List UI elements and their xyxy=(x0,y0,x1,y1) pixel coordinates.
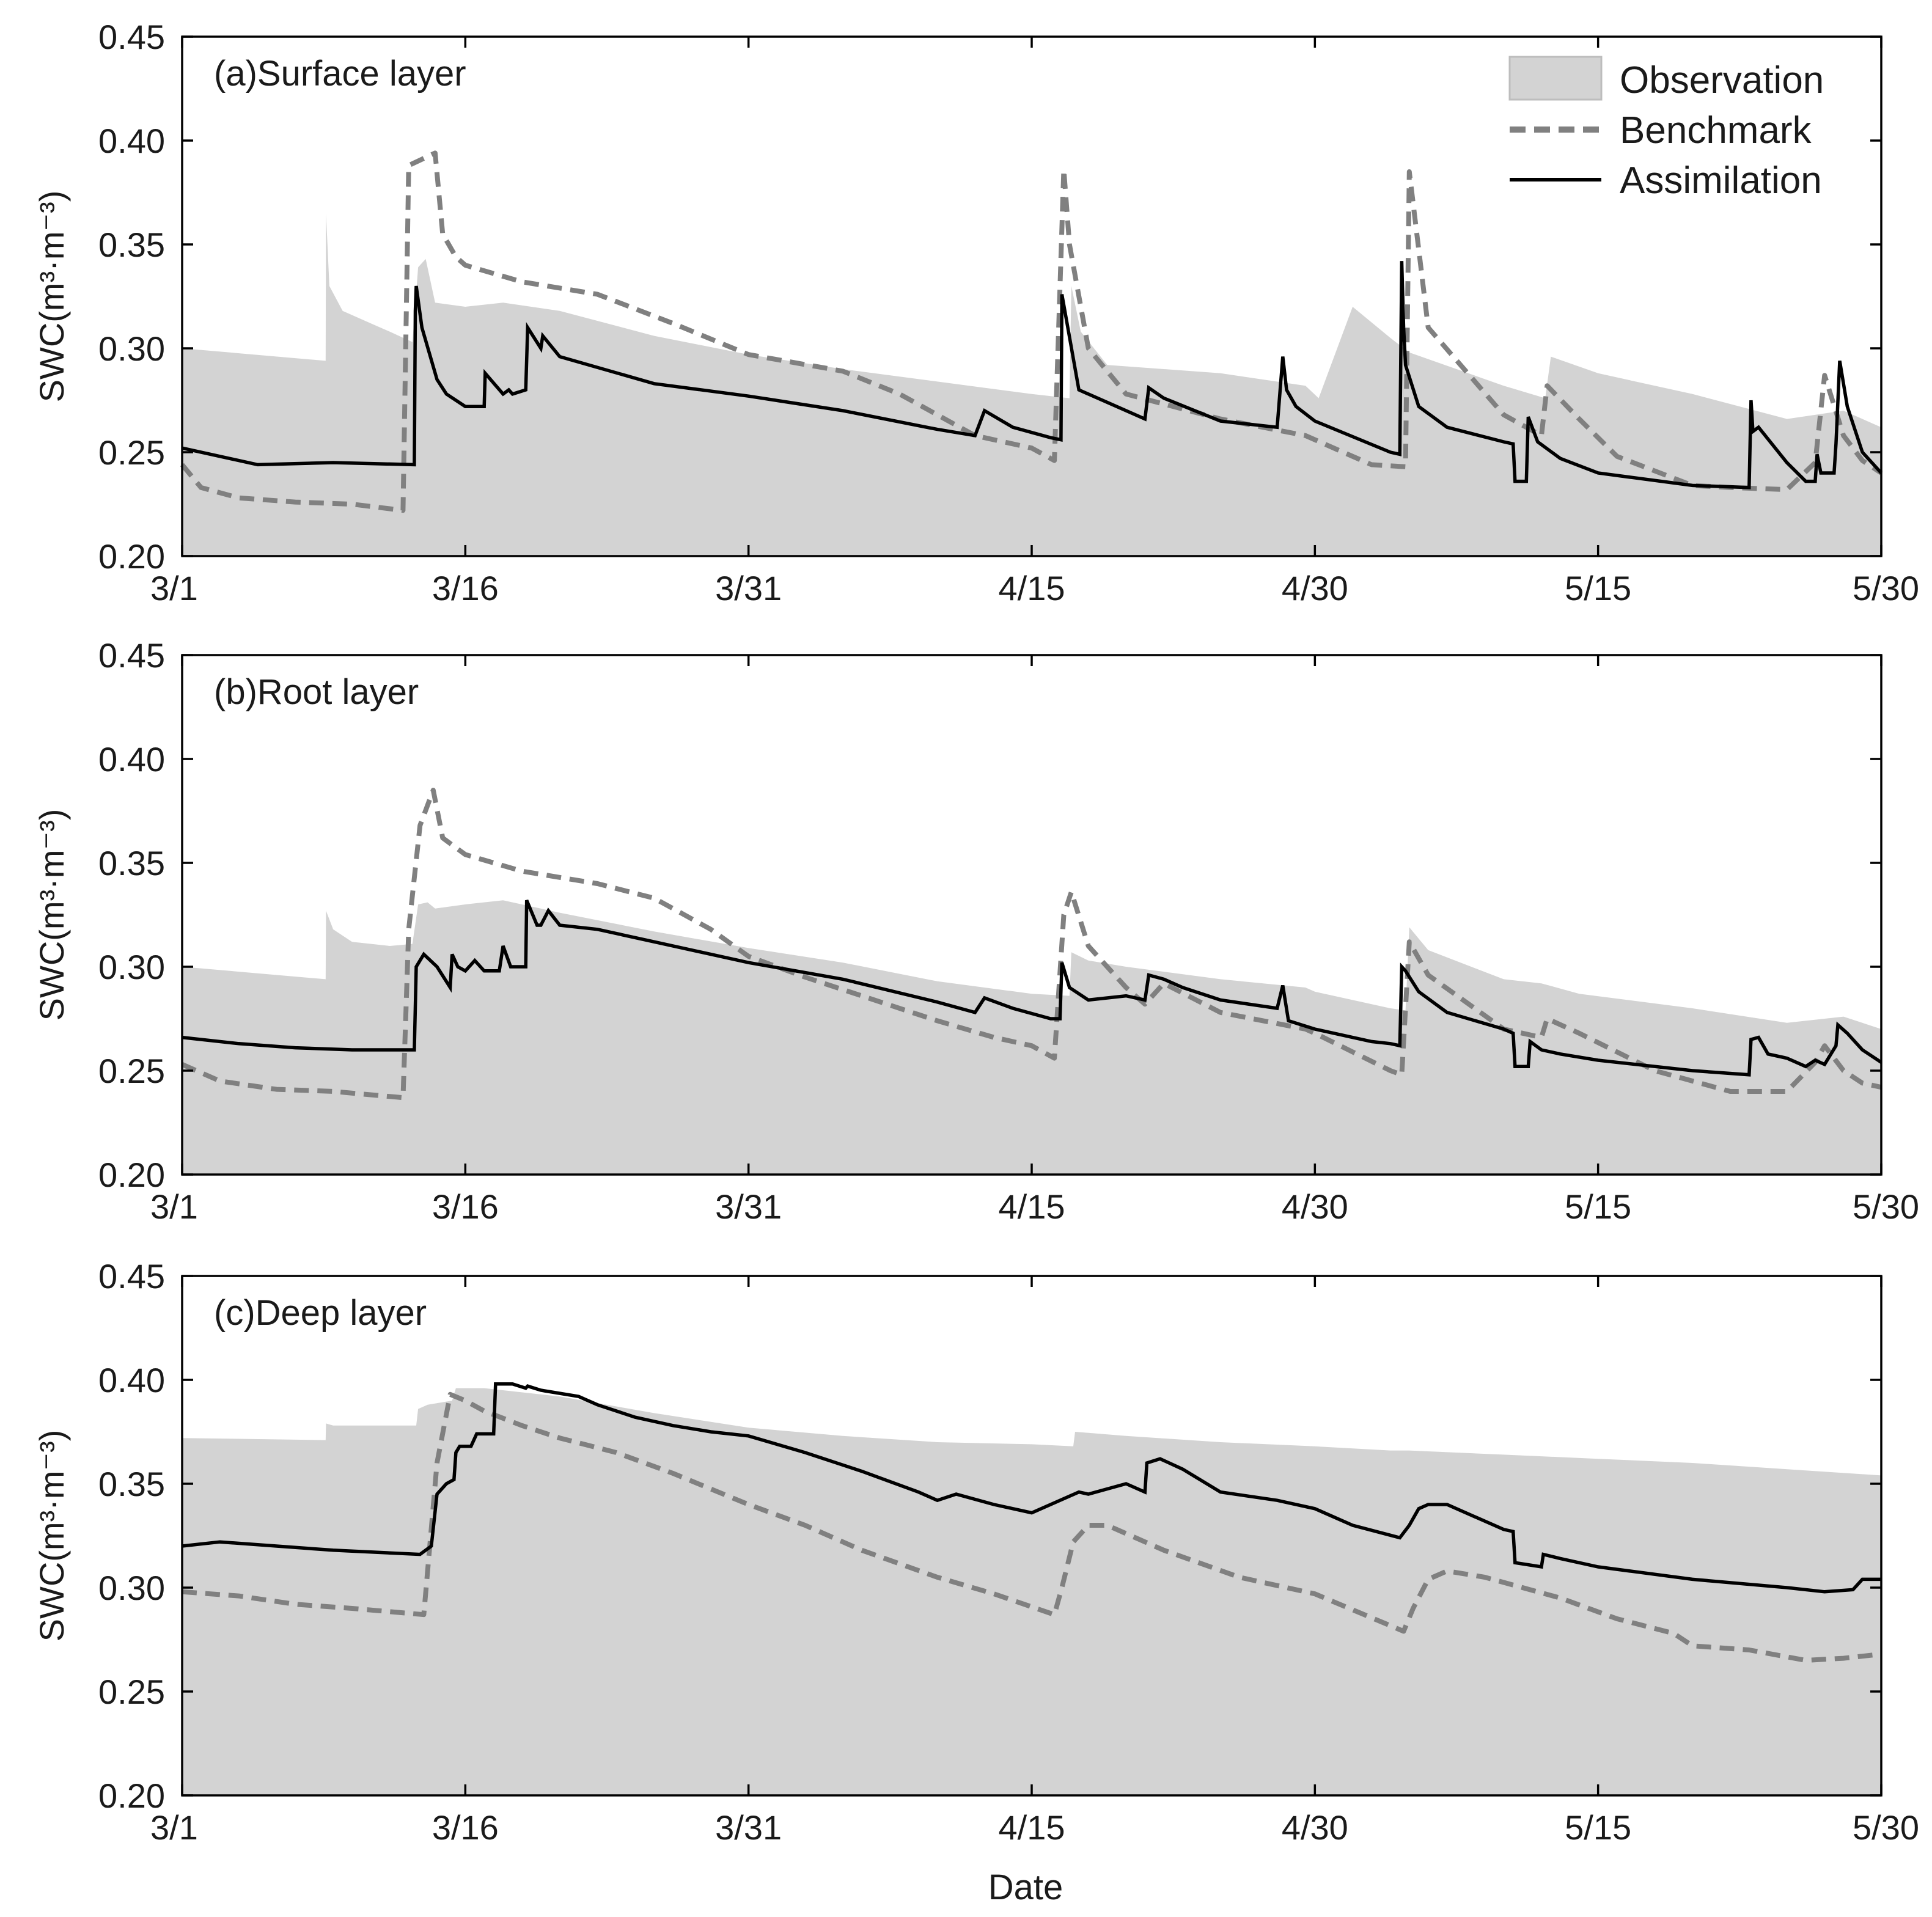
legend-benchmark-label: Benchmark xyxy=(1620,109,1812,152)
y-axis-label: SWC(m³·m⁻³) xyxy=(32,809,71,1021)
y-tick-label: 0.45 xyxy=(98,636,165,675)
x-tick-label: 3/31 xyxy=(715,1808,782,1847)
x-axis-label: Date xyxy=(988,1868,1063,1907)
panel-title: (c)Deep layer xyxy=(214,1293,427,1333)
y-tick-label: 0.25 xyxy=(98,1052,165,1090)
y-tick-label: 0.45 xyxy=(98,18,165,56)
x-tick-label: 4/30 xyxy=(1282,1808,1348,1847)
panel-title: (a)Surface layer xyxy=(214,54,466,93)
y-tick-label: 0.20 xyxy=(98,1776,165,1815)
y-tick-label: 0.30 xyxy=(98,1569,165,1607)
x-tick-label: 5/30 xyxy=(1853,569,1919,607)
panel-b: 3/1 3/16 3/31 4/15 4/30 5/15 5/30 0.20 0.25 0.30 0… xyxy=(32,636,1919,1226)
x-tick-label: 4/15 xyxy=(999,1808,1065,1847)
x-tick-label: 3/31 xyxy=(715,1187,782,1226)
y-axis-label: SWC(m³·m⁻³) xyxy=(32,191,71,403)
x-tick-label: 3/16 xyxy=(432,569,499,607)
x-tick-label: 4/30 xyxy=(1282,569,1348,607)
legend: Observation Benchmark Assimilation xyxy=(1508,56,1824,202)
observation-area xyxy=(182,1388,1881,1795)
assimilation-line xyxy=(182,900,1882,1077)
x-tick-label: 5/30 xyxy=(1853,1808,1919,1847)
observation-area xyxy=(182,213,1881,556)
y-tick-label: 0.45 xyxy=(98,1257,165,1296)
x-tick-label: 4/30 xyxy=(1282,1187,1348,1226)
y-axis-label: SWC(m³·m⁻³) xyxy=(32,1430,71,1642)
x-tick-label: 5/15 xyxy=(1565,1187,1631,1226)
y-tick-label: 0.40 xyxy=(98,740,165,779)
x-tick-label: 3/31 xyxy=(715,569,782,607)
panels: 3/1 3/16 3/31 4/15 4/30 5/15 5/30 0.20 0.25 0.30 0… xyxy=(32,18,1919,1847)
x-tick-label: 3/16 xyxy=(432,1808,499,1847)
y-tick-label: 0.35 xyxy=(98,1465,165,1503)
assimilation-line xyxy=(182,1382,1881,1594)
y-tick-label: 0.35 xyxy=(98,844,165,882)
panel-title: (b)Root layer xyxy=(214,672,419,712)
legend-assimilation-label: Assimilation xyxy=(1620,159,1822,202)
x-tick-label: 3/16 xyxy=(432,1187,499,1226)
benchmark-line xyxy=(180,150,1883,513)
panel-c: 3/1 3/16 3/31 4/15 4/30 5/15 5/30 0.20 0.25 0.30 0… xyxy=(32,1257,1919,1847)
legend-observation-label: Observation xyxy=(1620,59,1824,101)
x-tick-label: 3/1 xyxy=(150,1187,198,1226)
x-tick-label: 4/15 xyxy=(999,1187,1065,1226)
x-tick-label: 5/15 xyxy=(1565,569,1631,607)
x-tick-label: 5/15 xyxy=(1565,1808,1631,1847)
y-tick-label: 0.30 xyxy=(98,948,165,986)
x-tick-label: 3/1 xyxy=(150,569,198,607)
y-tick-label: 0.25 xyxy=(98,1673,165,1711)
panel-a: 3/1 3/16 3/31 4/15 4/30 5/15 5/30 0.20 0.25 0.30 0… xyxy=(32,18,1919,607)
assimilation-line xyxy=(182,261,1883,489)
benchmark-line xyxy=(182,1391,1882,1663)
y-tick-label: 0.20 xyxy=(98,537,165,576)
y-tick-label: 0.40 xyxy=(98,1361,165,1399)
y-tick-label: 0.30 xyxy=(98,329,165,368)
x-tick-label: 3/1 xyxy=(150,1808,198,1847)
x-tick-label: 5/30 xyxy=(1853,1187,1919,1226)
benchmark-line xyxy=(181,788,1882,1101)
y-tick-label: 0.40 xyxy=(98,122,165,160)
observation-area xyxy=(182,900,1881,1175)
x-tick-label: 4/15 xyxy=(999,569,1065,607)
y-tick-label: 0.25 xyxy=(98,433,165,472)
y-tick-label: 0.20 xyxy=(98,1156,165,1194)
legend-observation-swatch xyxy=(1508,56,1603,101)
y-tick-label: 0.35 xyxy=(98,225,165,264)
